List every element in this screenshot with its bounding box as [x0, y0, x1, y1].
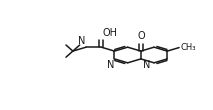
- Text: O: O: [137, 31, 145, 41]
- Text: CH₃: CH₃: [181, 43, 196, 51]
- Text: OH: OH: [102, 28, 117, 38]
- Text: N: N: [107, 60, 114, 70]
- Text: N: N: [78, 36, 86, 46]
- Text: N: N: [143, 60, 150, 70]
